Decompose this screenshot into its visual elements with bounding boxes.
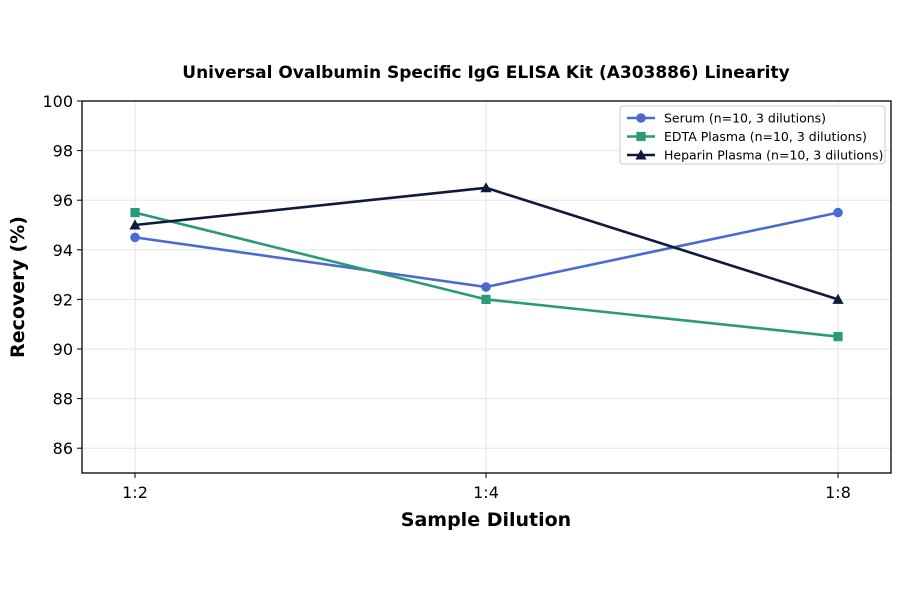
data-point bbox=[832, 293, 844, 304]
x-axis-label: Sample Dilution bbox=[401, 509, 571, 531]
legend: Serum (n=10, 3 dilutions) EDTA Plasma (n=… bbox=[619, 105, 886, 165]
y-tick-label: 94 bbox=[53, 241, 73, 260]
series-serum bbox=[130, 207, 843, 292]
legend-entry: Serum (n=10, 3 dilutions) bbox=[627, 111, 826, 126]
x-tick-label: 1:4 bbox=[473, 483, 499, 502]
legend-marker bbox=[636, 113, 646, 123]
data-point bbox=[130, 232, 140, 243]
y-tick-label: 100 bbox=[42, 92, 73, 111]
data-point bbox=[130, 208, 140, 218]
series-edta bbox=[130, 208, 843, 342]
data-point bbox=[129, 219, 141, 230]
y-tick-label: 96 bbox=[53, 191, 73, 210]
y-tick-label: 98 bbox=[53, 142, 73, 161]
y-tick-label: 92 bbox=[53, 290, 73, 309]
legend-entry: Heparin Plasma (n=10, 3 dilutions) bbox=[627, 148, 883, 163]
y-tick-label: 86 bbox=[53, 439, 73, 458]
data-point bbox=[481, 294, 491, 304]
series-layer bbox=[129, 182, 844, 342]
y-tick-label: 90 bbox=[53, 340, 73, 359]
data-point bbox=[481, 282, 491, 292]
legend-label: EDTA Plasma (n=10, 3 dilutions) bbox=[664, 129, 867, 144]
legend-entry: EDTA Plasma (n=10, 3 dilutions) bbox=[627, 129, 867, 144]
x-tick-label: 1:2 bbox=[122, 483, 148, 502]
data-point bbox=[833, 332, 843, 342]
data-point bbox=[480, 182, 492, 193]
legend-box bbox=[619, 105, 886, 165]
chart-title: Universal Ovalbumin Specific IgG ELISA K… bbox=[182, 63, 789, 83]
y-tick-label: 88 bbox=[53, 390, 73, 409]
legend-label: Heparin Plasma (n=10, 3 dilutions) bbox=[664, 148, 883, 163]
series-heparin bbox=[129, 182, 844, 304]
y-axis-label: Recovery (%) bbox=[7, 216, 29, 358]
legend-marker bbox=[636, 131, 646, 142]
data-point bbox=[833, 207, 843, 218]
legend-marker bbox=[635, 149, 647, 160]
x-tick-label: 1:8 bbox=[825, 483, 851, 502]
axis-ticks: 86 88 90 92 94 96 98 100 1:2 1:4 1:8 bbox=[42, 92, 850, 502]
legend-label: Serum (n=10, 3 dilutions) bbox=[664, 111, 826, 126]
